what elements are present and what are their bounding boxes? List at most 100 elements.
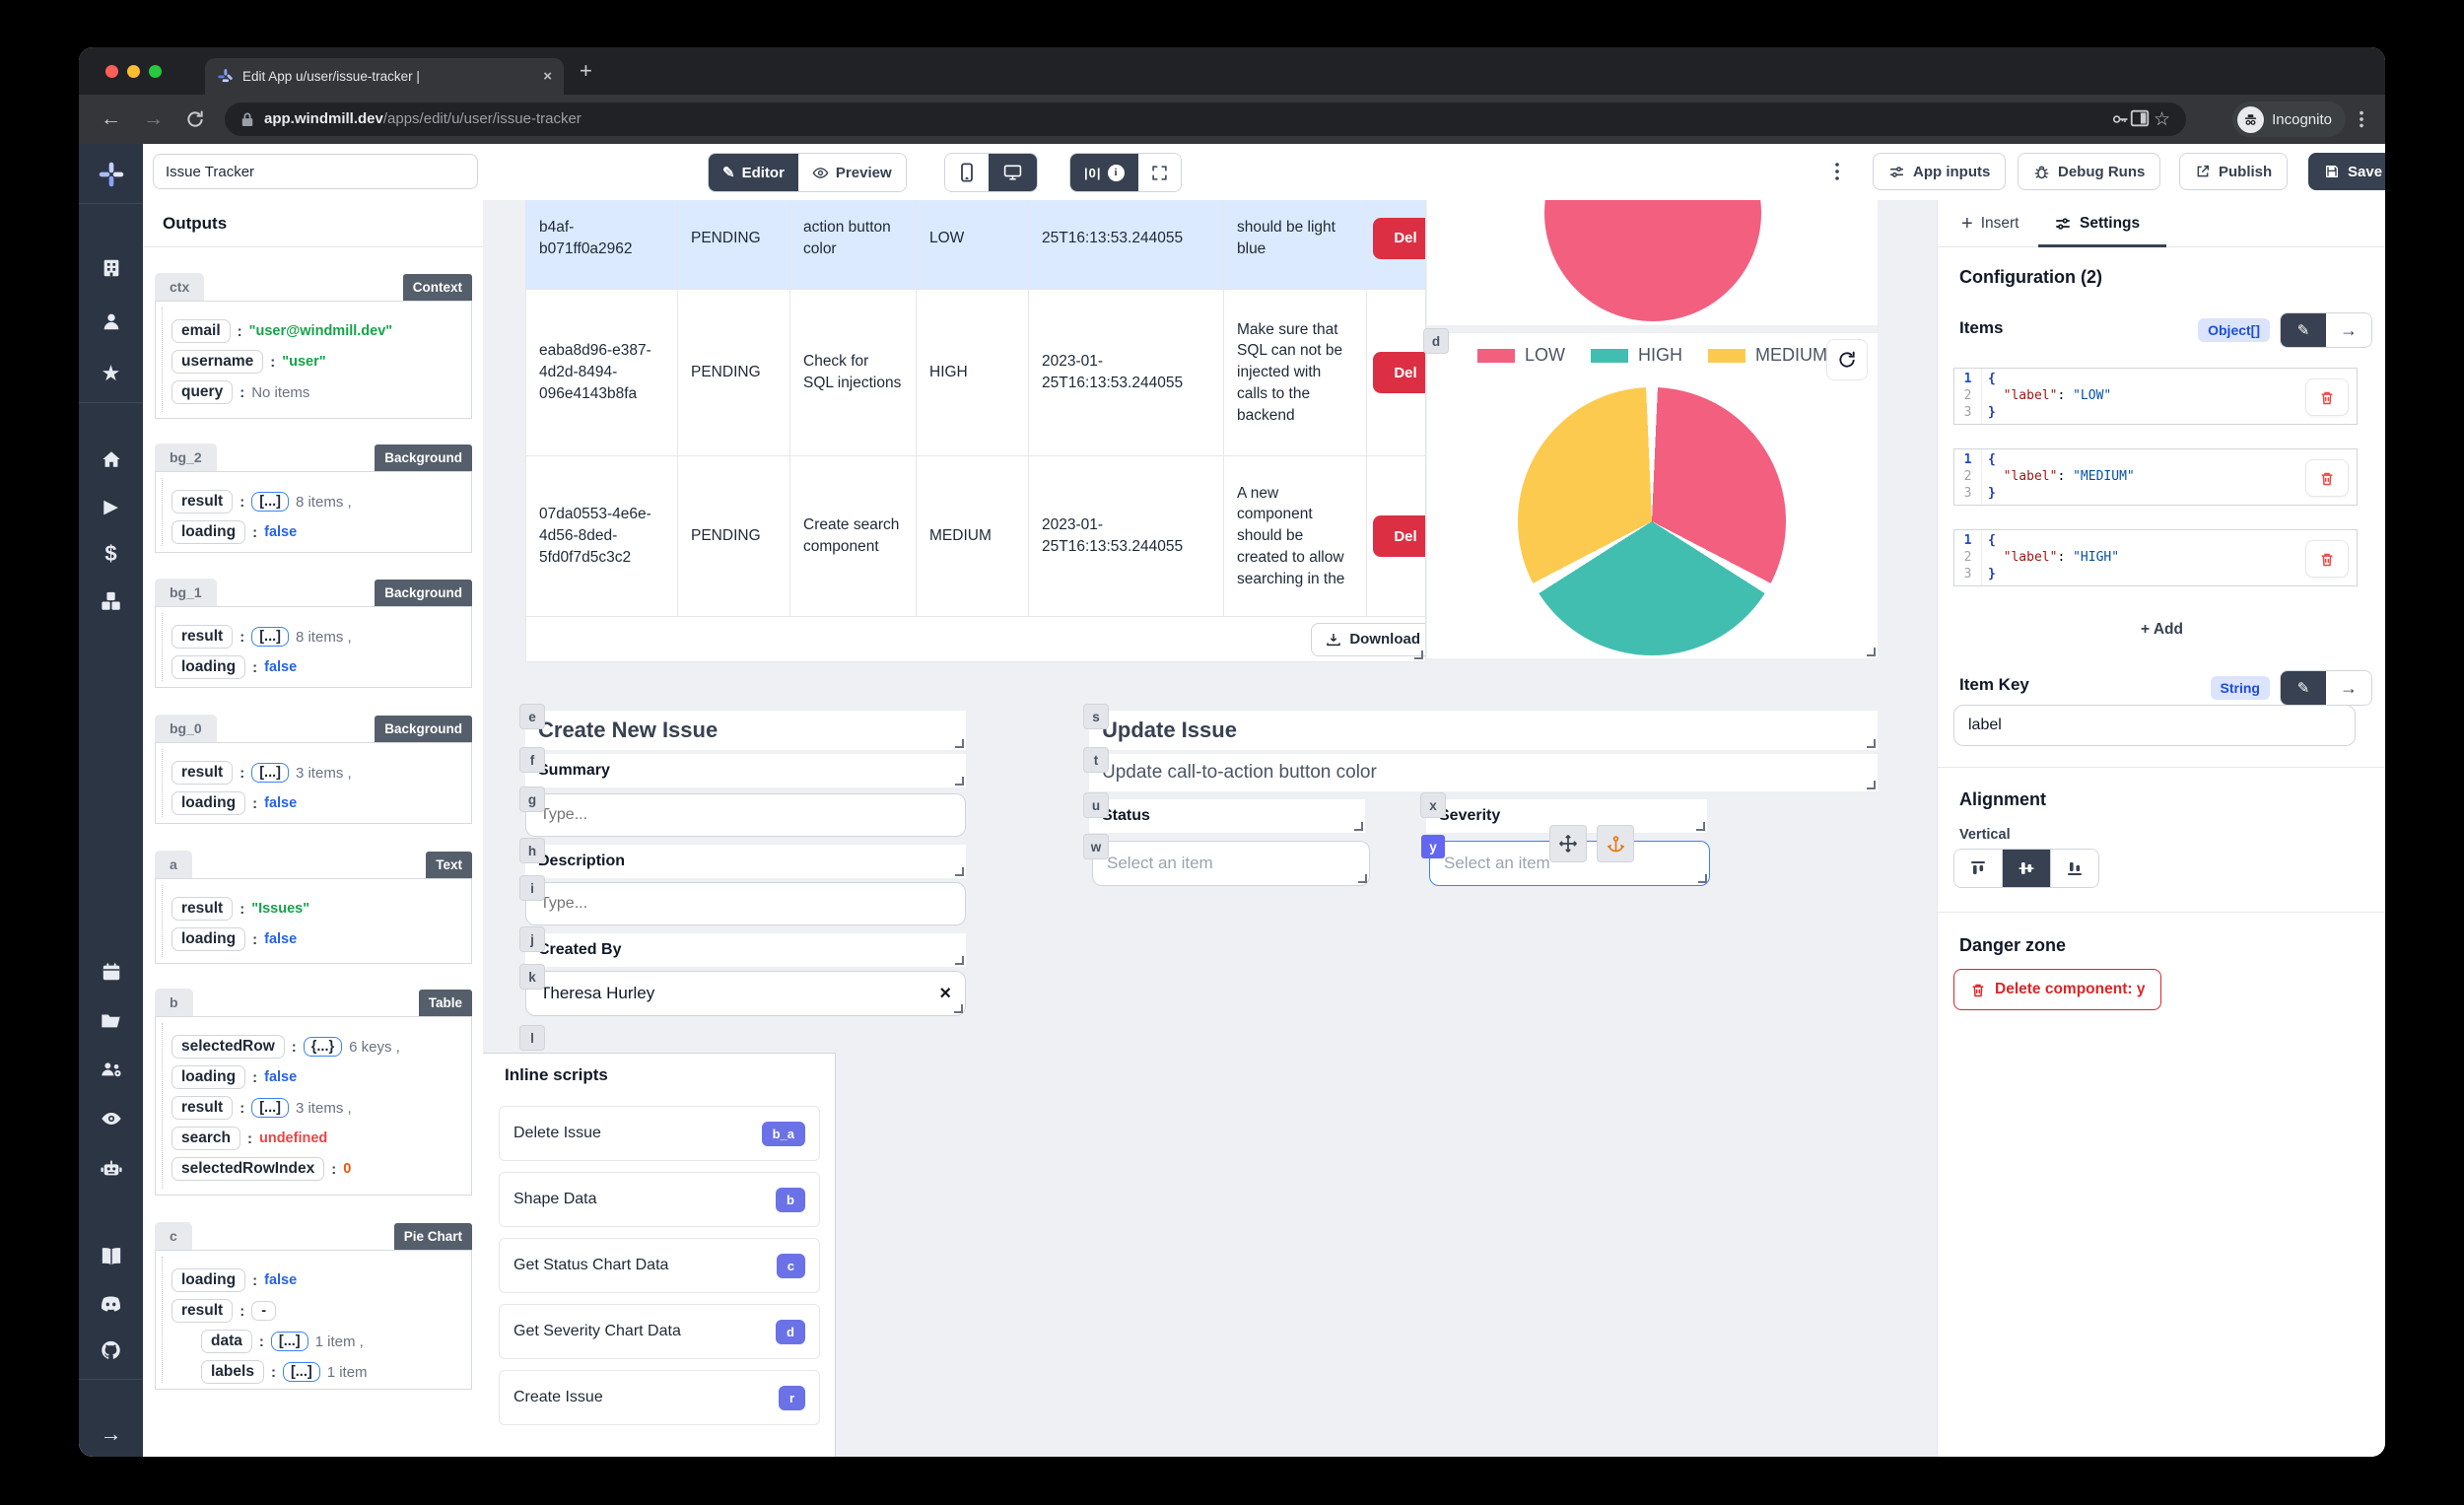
output-component-id[interactable]: c <box>155 1222 192 1250</box>
output-component-id[interactable]: b <box>155 989 193 1016</box>
delete-item-button[interactable] <box>2305 540 2349 578</box>
component-badge-d[interactable]: d <box>1424 329 1448 353</box>
output-value[interactable]: [...] <box>251 763 289 783</box>
star-icon[interactable]: ★ <box>101 361 121 386</box>
output-key[interactable]: result <box>171 897 234 921</box>
refresh-icon[interactable] <box>1826 339 1868 380</box>
move-handle-icon[interactable] <box>1549 825 1587 862</box>
output-key[interactable]: result <box>171 1096 234 1120</box>
debug-runs-button[interactable]: Debug Runs <box>2018 153 2161 190</box>
fullscreen-icon[interactable] <box>1137 154 1181 191</box>
output-value[interactable]: [...] <box>270 1332 308 1351</box>
mobile-view-button[interactable] <box>945 154 989 191</box>
delete-row-button[interactable]: Del <box>1373 217 1425 259</box>
maximize-window-button[interactable] <box>149 65 162 78</box>
minimize-window-button[interactable] <box>127 65 140 78</box>
clear-selection-icon[interactable]: × <box>939 982 951 1004</box>
output-value[interactable]: [...] <box>251 1098 289 1118</box>
output-value[interactable]: - <box>251 1301 277 1321</box>
robot-icon[interactable] <box>79 1145 143 1191</box>
output-component-id[interactable]: ctx <box>155 273 205 301</box>
component-badge-h[interactable]: h <box>520 839 544 862</box>
output-key[interactable]: search <box>171 1127 240 1150</box>
table-row[interactable]: eaba8d96-e387-4d2d-8494-096e4143b8fa PEND… <box>526 290 1425 456</box>
user-group-icon[interactable] <box>79 1047 143 1092</box>
edit-pencil-button[interactable]: ✎ <box>2281 313 2326 347</box>
side-panel-icon[interactable] <box>2129 107 2151 129</box>
expand-arrow-button[interactable]: → <box>2326 313 2371 347</box>
discord-icon[interactable] <box>79 1281 143 1327</box>
component-badge-e[interactable]: e <box>520 705 544 728</box>
app-name-input[interactable] <box>153 154 478 189</box>
new-tab-button[interactable]: + <box>580 58 592 83</box>
tab-insert[interactable]: + Insert <box>1961 212 2019 235</box>
desktop-view-button[interactable] <box>989 154 1037 191</box>
component-badge-l[interactable]: l <box>520 1026 544 1050</box>
output-component-id[interactable]: bg_1 <box>155 579 217 606</box>
update-issue-title[interactable]: Update Issue <box>1089 711 1878 750</box>
app-canvas[interactable]: b4af-b071ff0a2962 PENDING action button co… <box>483 200 1937 1457</box>
created-by-label[interactable]: Created By <box>525 933 966 967</box>
output-value[interactable]: [...] <box>251 627 289 647</box>
inline-script-item[interactable]: Get Status Chart Data c <box>499 1238 820 1293</box>
item-json-editor[interactable]: 1 2 3 { "label": "LOW"} <box>1953 368 2358 425</box>
browser-tab[interactable]: Edit App u/user/issue-tracker | × <box>205 58 564 95</box>
output-component-id[interactable]: bg_2 <box>155 444 217 471</box>
output-key[interactable]: query <box>171 380 234 404</box>
reload-icon[interactable] <box>185 109 205 129</box>
output-value[interactable]: [...] <box>282 1362 320 1382</box>
back-icon[interactable]: ← <box>101 107 121 130</box>
output-key[interactable]: loading <box>171 520 246 544</box>
output-key[interactable]: labels <box>201 1360 264 1384</box>
output-value[interactable]: [...] <box>251 492 289 512</box>
item-key-input[interactable] <box>1953 705 2356 746</box>
delete-component-button[interactable]: Delete component: y <box>1953 969 2162 1010</box>
dollar-icon[interactable]: $ <box>104 540 117 566</box>
output-key[interactable]: data <box>201 1330 252 1353</box>
diff-toggle-button[interactable]: |0| i <box>1070 154 1138 191</box>
output-component-id[interactable]: a <box>155 851 192 878</box>
update-issue-subtitle[interactable]: Update call-to-action button color <box>1089 754 1878 791</box>
legend-item[interactable]: MEDIUM <box>1708 345 1827 366</box>
tab-close-icon[interactable]: × <box>543 68 552 85</box>
output-key[interactable]: result <box>171 1299 234 1323</box>
add-item-button[interactable]: + Add <box>2141 621 2183 638</box>
align-center-button[interactable] <box>2002 850 2050 887</box>
apps-icon[interactable] <box>79 245 143 291</box>
output-key[interactable]: loading <box>171 655 246 679</box>
delete-item-button[interactable] <box>2305 378 2349 416</box>
url-bar[interactable]: app.windmill.dev/apps/edit/u/user/issue-… <box>225 103 2186 136</box>
component-badge-u[interactable]: u <box>1084 793 1108 817</box>
output-key[interactable]: selectedRowIndex <box>171 1157 325 1181</box>
component-badge-j[interactable]: j <box>520 927 544 951</box>
legend-item[interactable]: LOW <box>1476 345 1565 366</box>
book-icon[interactable] <box>79 1234 143 1279</box>
component-badge-i[interactable]: i <box>520 876 544 900</box>
browser-menu-icon[interactable] <box>2352 108 2371 130</box>
summary-label[interactable]: Summary <box>525 754 966 787</box>
folder-icon[interactable] <box>79 997 143 1043</box>
output-component-id[interactable]: bg_0 <box>155 715 217 742</box>
output-key[interactable]: result <box>171 761 234 785</box>
align-top-button[interactable] <box>1954 850 2002 887</box>
output-key[interactable]: result <box>171 625 234 649</box>
inline-script-item[interactable]: Delete Issue b_a <box>499 1106 820 1161</box>
component-badge-f[interactable]: f <box>520 748 544 772</box>
component-badge-t[interactable]: t <box>1084 748 1108 772</box>
close-window-button[interactable] <box>105 65 118 78</box>
delete-row-button[interactable]: Del <box>1373 515 1425 557</box>
output-value[interactable]: {...} <box>303 1037 343 1057</box>
create-issue-title[interactable]: Create New Issue <box>525 711 966 750</box>
inline-script-item[interactable]: Create Issue r <box>499 1370 820 1425</box>
output-key[interactable]: username <box>171 350 264 374</box>
output-key[interactable]: loading <box>171 791 246 815</box>
expand-arrow-button[interactable]: → <box>2326 671 2371 705</box>
output-key[interactable]: result <box>171 490 234 513</box>
preview-toggle-button[interactable]: Preview <box>797 154 906 191</box>
calendar-icon[interactable] <box>79 949 143 994</box>
toolbar-menu-icon[interactable] <box>1830 158 1844 185</box>
cubes-icon[interactable] <box>79 579 143 624</box>
home-icon[interactable] <box>79 437 143 482</box>
forward-icon[interactable]: → <box>143 107 164 130</box>
summary-input[interactable] <box>525 793 966 837</box>
